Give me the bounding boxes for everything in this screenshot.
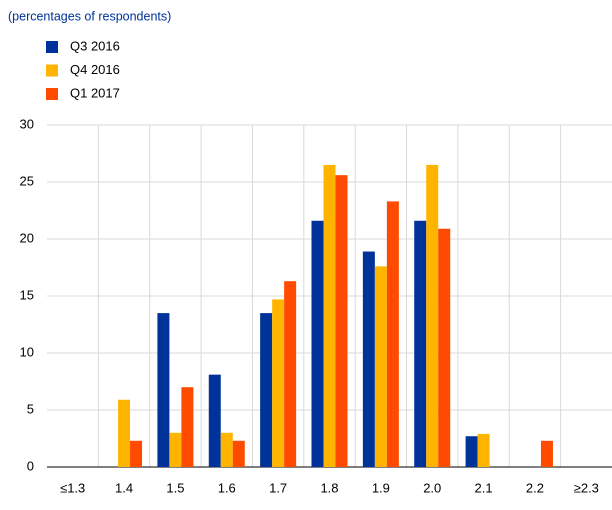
- bar: [118, 399, 131, 467]
- x-tick-label: 2.2: [526, 480, 544, 495]
- y-tick-label: 25: [20, 173, 34, 188]
- bar: [284, 281, 297, 467]
- chart-subtitle: (percentages of respondents): [8, 9, 171, 23]
- y-tick-label: 10: [20, 344, 34, 359]
- x-tick-label: 1.7: [269, 480, 287, 495]
- y-tick-label: 15: [20, 287, 34, 302]
- legend-swatch: [46, 64, 58, 77]
- bar: [169, 432, 182, 467]
- y-tick-label: 0: [27, 458, 34, 473]
- bar: [438, 228, 451, 467]
- legend-label: Q4 2016: [70, 62, 120, 77]
- x-tick-label: ≥2.3: [574, 480, 599, 495]
- bar: [477, 433, 490, 467]
- x-tick-label: 1.5: [166, 480, 184, 495]
- bar: [335, 175, 348, 467]
- bar: [323, 164, 336, 467]
- y-tick-label: 30: [20, 116, 34, 131]
- bar: [157, 313, 170, 467]
- bar: [181, 387, 194, 467]
- bar: [272, 299, 285, 467]
- y-tick-label: 5: [27, 401, 34, 416]
- bar: [426, 164, 439, 467]
- bar: [540, 440, 553, 467]
- y-tick-label: 20: [20, 230, 34, 245]
- bar: [465, 436, 478, 467]
- x-tick-label: 1.4: [115, 480, 133, 495]
- bar: [130, 440, 143, 467]
- x-tick-label: 2.1: [475, 480, 493, 495]
- bar: [414, 220, 427, 467]
- bar: [208, 374, 221, 467]
- x-tick-label: 2.0: [423, 480, 441, 495]
- bar: [260, 313, 273, 467]
- x-tick-label: 1.9: [372, 480, 390, 495]
- legend-swatch: [46, 41, 58, 53]
- x-tick-label: 1.8: [320, 480, 338, 495]
- x-tick-label: ≤1.3: [60, 480, 85, 495]
- bar: [386, 201, 399, 467]
- legend-label: Q1 2017: [70, 85, 120, 100]
- bar: [220, 432, 233, 467]
- bar: [232, 440, 245, 467]
- bar: [362, 251, 375, 467]
- legend-swatch: [46, 88, 58, 100]
- bar: [311, 220, 324, 467]
- bar: [374, 266, 387, 467]
- x-tick-label: 1.6: [218, 480, 236, 495]
- legend-label: Q3 2016: [70, 38, 120, 53]
